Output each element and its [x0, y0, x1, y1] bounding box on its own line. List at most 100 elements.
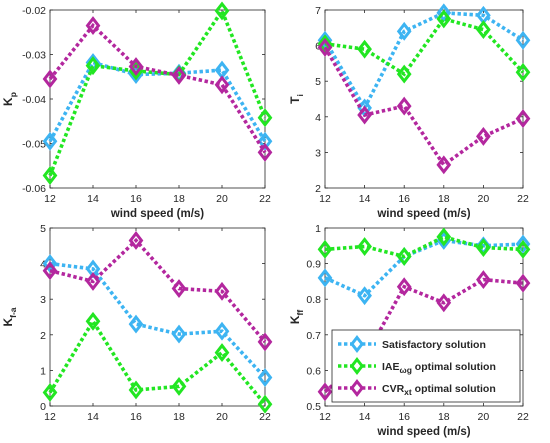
- series-1-marker: [515, 234, 531, 254]
- y-tick-label: 6: [315, 41, 321, 53]
- x-tick-label: 12: [319, 411, 331, 423]
- y-tick-label: 4: [40, 259, 46, 271]
- series-3-marker: [85, 271, 101, 291]
- x-tick-label: 22: [259, 411, 271, 423]
- y-axis-label-main: K: [288, 315, 302, 324]
- x-tick-label: 14: [87, 193, 99, 205]
- legend-marker: [350, 379, 364, 397]
- y-axis-label-sub: ff: [295, 310, 305, 316]
- series-3-marker: [171, 279, 187, 298]
- y-tick-label: 3: [315, 147, 321, 159]
- legend-label: CVRxt optimal solution: [382, 383, 496, 397]
- series-2-marker: [214, 343, 230, 363]
- y-tick-label: 1: [40, 365, 46, 377]
- series-2-marker: [257, 108, 273, 128]
- series-3-marker: [85, 16, 101, 36]
- series-2-marker: [436, 9, 452, 29]
- series-3-marker: [317, 37, 333, 57]
- legend-label-rest: optimal solution: [412, 361, 496, 373]
- series-2-marker: [357, 237, 372, 256]
- series-3-marker: [128, 57, 144, 76]
- x-tick-label: 16: [130, 193, 142, 205]
- y-tick-label: 5: [315, 76, 321, 88]
- x-tick-label: 14: [359, 193, 371, 205]
- series-2-marker: [396, 64, 412, 84]
- y-tick-label: 0: [40, 401, 46, 413]
- series-1-marker: [42, 254, 58, 274]
- series-3-marker: [515, 109, 531, 129]
- series-3-marker: [42, 261, 58, 281]
- series-1-marker: [214, 321, 230, 341]
- x-tick-label: 16: [130, 411, 142, 423]
- x-tick-label: 16: [398, 193, 410, 205]
- x-tick-label: 14: [359, 411, 371, 423]
- y-axis-label: Kp: [1, 92, 18, 106]
- series-2-marker: [515, 239, 531, 259]
- series-3-marker: [317, 382, 333, 402]
- x-tick-label: 20: [216, 193, 228, 205]
- x-tick-label: 22: [517, 193, 529, 205]
- legend-label: IAEωg optimal solution: [382, 361, 496, 375]
- legend-label: Satisfactory solution: [382, 339, 486, 351]
- series-2-marker: [128, 380, 144, 400]
- series-1-marker: [317, 30, 333, 50]
- series-1-line: [48, 60, 267, 143]
- x-tick-label: 12: [319, 193, 331, 205]
- y-tick-label: -0.04: [22, 94, 46, 106]
- series-2-marker: [214, 1, 230, 21]
- y-tick-label: 2: [40, 330, 46, 342]
- x-tick-label: 18: [438, 411, 450, 423]
- series-1-marker: [396, 21, 412, 41]
- y-axis-label-main: T: [288, 96, 302, 104]
- y-tick-label: 2: [315, 183, 321, 195]
- series-3-marker: [257, 332, 273, 352]
- series-3-marker: [476, 270, 491, 290]
- series-1-marker: [42, 131, 58, 151]
- series-3-marker: [171, 65, 187, 85]
- series-2-line: [48, 317, 267, 406]
- series-3-marker: [396, 277, 412, 297]
- legend: Satisfactory solution IAEωg optimal solut…: [331, 329, 521, 403]
- y-tick-label: 0.7: [306, 330, 321, 342]
- series-2-marker: [85, 311, 101, 331]
- series-1-marker: [317, 268, 333, 288]
- x-tick-label: 22: [259, 193, 271, 205]
- series-1-marker: [171, 324, 187, 344]
- series-1-line: [49, 261, 267, 379]
- y-tick-label: 5: [40, 223, 46, 235]
- series-2-marker: [436, 227, 452, 247]
- series-2-marker: [257, 394, 273, 414]
- y-tick-label: 0.6: [306, 365, 321, 377]
- y-axis-label-main: K: [1, 318, 15, 327]
- series-3-marker: [436, 293, 452, 313]
- y-axis-label-sub: f-a: [8, 307, 18, 318]
- series-1-marker: [436, 3, 452, 23]
- y-axis-label: Kff: [288, 310, 305, 325]
- x-tick-label: 20: [216, 411, 228, 423]
- series-2-marker: [171, 376, 187, 396]
- y-tick-label: -0.03: [22, 50, 46, 62]
- y-axis-label: Kf-a: [1, 307, 18, 326]
- series-3-line: [48, 22, 267, 154]
- legend-label-rest: optimal solution: [412, 383, 496, 395]
- y-tick-label: 0.8: [306, 294, 321, 306]
- series-2-marker: [42, 383, 58, 402]
- panel-4: 12 14 16 18 20 22 0.5 0.6 0.7 0.8 0.9 1 wind speed (…: [288, 223, 531, 438]
- legend-label-sub: ωg: [400, 365, 412, 375]
- series-1-line: [323, 11, 524, 112]
- series-2-marker: [515, 62, 531, 82]
- x-tick-label: 18: [173, 411, 185, 423]
- legend-marker: [350, 335, 364, 353]
- plot-frame: [49, 9, 266, 189]
- y-tick-label: 0.9: [306, 259, 321, 271]
- x-tick-label: 18: [173, 193, 185, 205]
- series-3-marker: [436, 155, 452, 175]
- y-tick-label: -0.05: [22, 139, 46, 151]
- legend-marker: [350, 357, 364, 375]
- series-3-line: [49, 237, 267, 344]
- x-axis-label: wind speed (m/s): [376, 208, 470, 220]
- x-tick-label: 12: [44, 411, 56, 423]
